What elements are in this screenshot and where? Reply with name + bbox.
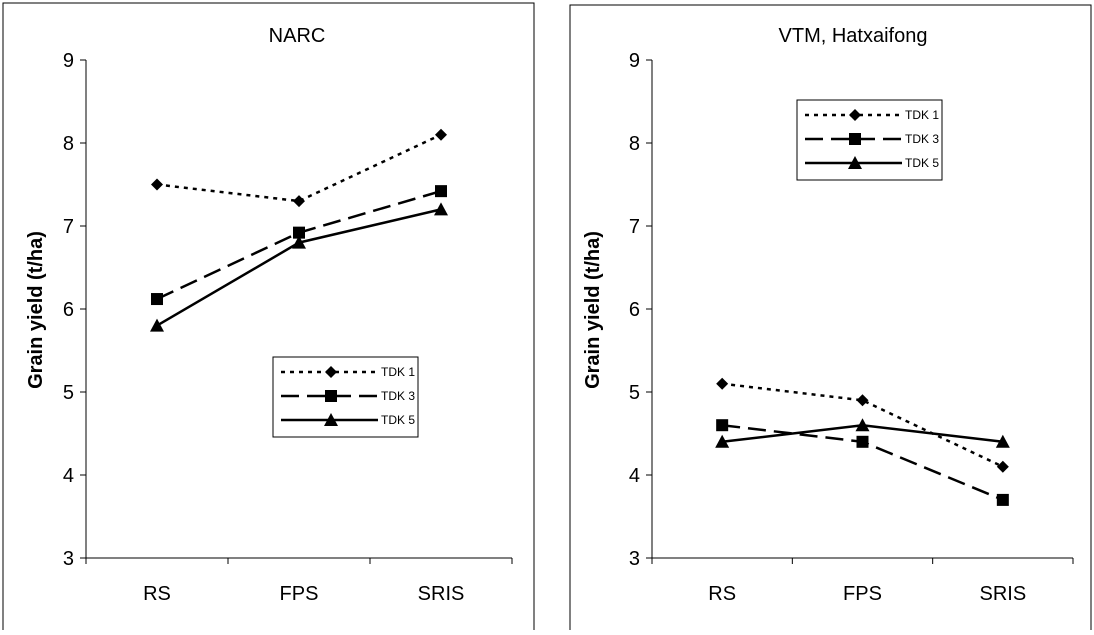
data-point (996, 493, 1009, 506)
legend-marker (849, 133, 861, 145)
data-point (715, 434, 730, 448)
x-tick-label: RS (708, 583, 736, 605)
x-tick-label: FPS (280, 583, 319, 605)
data-point (856, 435, 869, 448)
y-tick-label: 5 (629, 382, 640, 404)
data-point (856, 394, 869, 407)
legend-label: TDK 3 (905, 132, 939, 146)
legend-marker (324, 413, 338, 426)
y-tick-label: 8 (629, 133, 640, 155)
x-tick-label: SRIS (979, 583, 1026, 605)
x-tick-label: RS (143, 583, 171, 605)
y-axis-label: Grain yield (t/ha) (582, 231, 604, 389)
data-point (151, 293, 163, 306)
data-point (716, 377, 729, 390)
data-point (293, 226, 305, 239)
data-point (435, 128, 447, 141)
y-tick-label: 4 (63, 465, 74, 487)
legend-marker (849, 109, 861, 121)
chart-frame (2, 2, 535, 634)
chart-title: VTM, Hatxaifong (779, 25, 928, 47)
chart-title: NARC (269, 25, 326, 47)
chart-narc: NARC Grain yield (t/ha) 3 4 5 6 7 8 9 RS FPS SRIS… (2, 2, 535, 634)
chart-vtm-hatxaifong: VTM, Hatxaifong Grain yield (t/ha) 3 4 5 6 7… (569, 4, 1092, 635)
legend-marker (848, 156, 862, 169)
data-point (292, 235, 306, 249)
data-point (434, 202, 448, 216)
legend-marker (325, 366, 337, 378)
data-point (855, 418, 870, 432)
legend-label: TDK 1 (905, 108, 939, 122)
series-line (722, 382, 1004, 468)
legend-label: TDK 5 (381, 413, 415, 427)
y-tick-label: 4 (629, 465, 640, 487)
data-point (151, 178, 163, 191)
y-tick-label: 5 (63, 382, 74, 404)
data-point (996, 460, 1009, 473)
data-point (716, 419, 729, 432)
y-tick-label: 8 (63, 133, 74, 155)
y-tick-label: 3 (629, 548, 640, 570)
series-line (156, 133, 442, 203)
y-tick-label: 6 (63, 299, 74, 321)
data-point (150, 318, 164, 332)
chart-frame (569, 4, 1092, 635)
y-tick-label: 7 (629, 216, 640, 238)
y-tick-label: 3 (63, 548, 74, 570)
y-tick-label: 9 (63, 50, 74, 72)
legend-label: TDK 1 (381, 365, 415, 379)
data-point (435, 185, 447, 198)
legend-label: TDK 5 (905, 156, 939, 170)
y-tick-label: 9 (629, 50, 640, 72)
y-axis-label: Grain yield (t/ha) (25, 231, 47, 389)
data-point (995, 434, 1010, 448)
legend-marker (325, 390, 337, 402)
x-tick-label: FPS (843, 583, 882, 605)
data-point (293, 195, 305, 208)
y-tick-label: 6 (629, 299, 640, 321)
x-tick-label: SRIS (418, 583, 465, 605)
legend-label: TDK 3 (381, 389, 415, 403)
y-tick-label: 7 (63, 216, 74, 238)
